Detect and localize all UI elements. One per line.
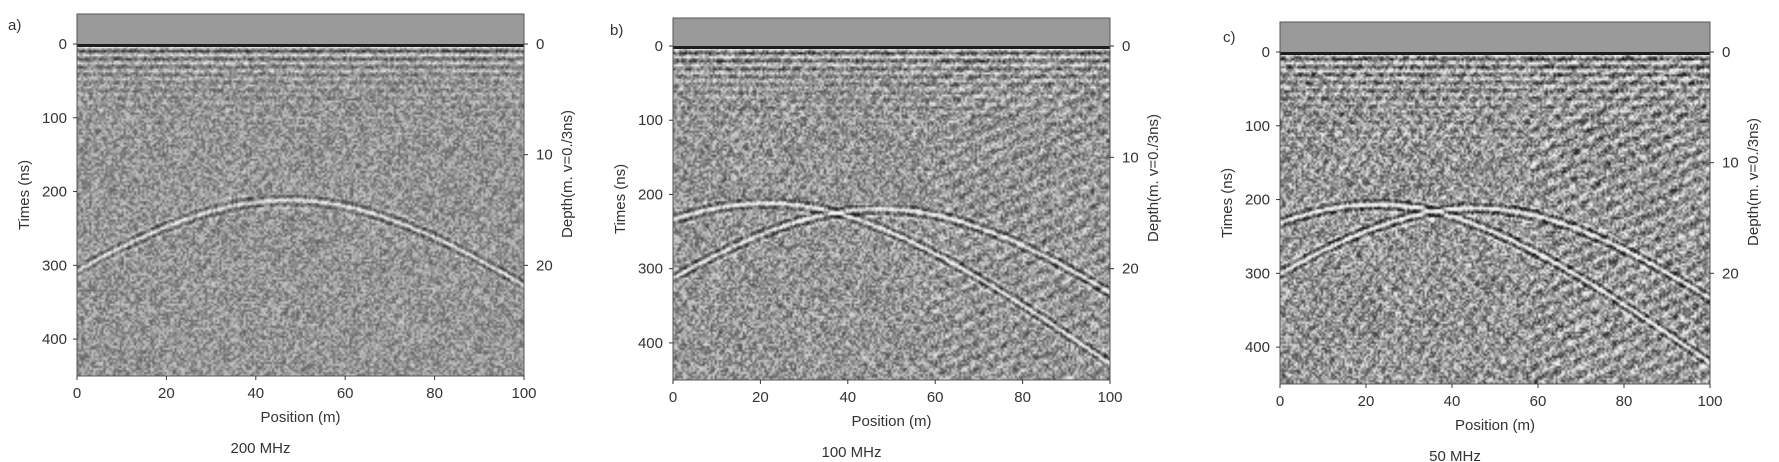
radargram-a-frame — [76, 13, 525, 377]
y2-axis-label: Depth(m. v=0./3ns) — [559, 110, 576, 238]
x-axis-label: Position (m) — [851, 413, 931, 430]
y2-tick-label: 20 — [1722, 265, 1739, 282]
y-tick-label: 100 — [1245, 118, 1270, 135]
y-tick-label: 300 — [638, 261, 663, 278]
x-tick-label: 20 — [158, 385, 175, 402]
y-axis-label: Times (ns) — [1219, 168, 1236, 238]
panel-label: c) — [1223, 29, 1236, 46]
panel-caption: 200 MHz — [230, 440, 290, 457]
y-tick-label: 400 — [638, 335, 663, 352]
x-axis-label: Position (m) — [260, 409, 340, 426]
radargram-a-image — [77, 14, 524, 376]
y-axis-label: Times (ns) — [612, 164, 629, 234]
x-tick-label: 20 — [752, 389, 769, 406]
y-tick-label: 0 — [655, 38, 663, 55]
x-tick-label: 20 — [1358, 393, 1375, 410]
radargram-c-top-bar — [1280, 22, 1710, 52]
radargram-panel-a: 0 20 40 60 80 100 0 100 200 300 400 0 10 20 Position (… — [0, 0, 585, 462]
radargram-b-svg: 0 20 40 60 80 100 0 100 200 300 400 0 10 20 Position (… — [610, 17, 1162, 461]
x-tick-label: 0 — [1276, 393, 1284, 410]
x-tick-label: 40 — [839, 389, 856, 406]
panel-caption: 50 MHz — [1429, 448, 1481, 462]
panel-label: b) — [610, 22, 623, 39]
y-axis-label: Times (ns) — [16, 160, 33, 230]
radargram-b-top-bar — [673, 18, 1110, 46]
x-tick-label: 80 — [426, 385, 443, 402]
y-tick-label: 400 — [42, 331, 67, 348]
y-tick-label: 200 — [42, 184, 67, 201]
y2-tick-label: 10 — [1122, 149, 1139, 166]
y2-tick-label: 0 — [536, 36, 544, 53]
x-tick-label: 60 — [337, 385, 354, 402]
radargram-a-svg: 0 20 40 60 80 100 0 100 200 300 400 0 10 20 Position (… — [8, 13, 576, 457]
y2-tick-label: 0 — [1122, 38, 1130, 55]
radargram-c-svg: 0 20 40 60 80 100 0 100 200 300 400 0 10 20 Position (… — [1219, 21, 1762, 462]
y-tick-label: 400 — [1245, 339, 1270, 356]
y-tick-label: 200 — [638, 186, 663, 203]
x-tick-label: 80 — [1014, 389, 1031, 406]
x-tick-label: 80 — [1616, 393, 1633, 410]
x-tick-label: 0 — [73, 385, 81, 402]
y2-tick-label: 10 — [536, 147, 553, 164]
radargram-b-frame — [672, 17, 1111, 381]
x-axis-label: Position (m) — [1455, 417, 1535, 434]
y2-tick-label: 0 — [1722, 44, 1730, 61]
y2-axis-label: Depth(m. v=0./3ns) — [1745, 118, 1762, 246]
x-tick-label: 40 — [247, 385, 264, 402]
y-tick-label: 100 — [42, 110, 67, 127]
x-tick-label: 0 — [669, 389, 677, 406]
x-tick-label: 100 — [1097, 389, 1122, 406]
y-tick-label: 0 — [59, 36, 67, 53]
y2-axis-label: Depth(m. v=0./3ns) — [1145, 114, 1162, 242]
radargram-a-surface-line — [77, 44, 524, 47]
x-tick-label: 60 — [927, 389, 944, 406]
y-tick-label: 0 — [1262, 44, 1270, 61]
radargram-a-top-bar — [77, 14, 524, 44]
radargram-b-surface-line — [673, 46, 1110, 49]
radargram-c-frame — [1279, 21, 1711, 385]
y2-tick-label: 20 — [536, 257, 553, 274]
x-tick-label: 40 — [1444, 393, 1461, 410]
x-tick-label: 100 — [511, 385, 536, 402]
y-tick-label: 300 — [1245, 265, 1270, 282]
y2-tick-label: 20 — [1122, 261, 1139, 278]
radargram-c-surface-line — [1280, 52, 1710, 55]
panel-label: a) — [8, 17, 21, 34]
y2-tick-label: 10 — [1722, 155, 1739, 172]
x-tick-label: 100 — [1697, 393, 1722, 410]
y-tick-label: 300 — [42, 257, 67, 274]
x-tick-label: 60 — [1530, 393, 1547, 410]
panel-caption: 100 MHz — [821, 444, 881, 461]
radargram-c-image — [1280, 22, 1710, 384]
radargram-b-image — [673, 18, 1110, 380]
y-tick-label: 100 — [638, 112, 663, 129]
radargram-panel-c: 0 20 40 60 80 100 0 100 200 300 400 0 10 20 Position (… — [1185, 0, 1779, 462]
radargram-panel-b: 0 20 40 60 80 100 0 100 200 300 400 0 10 20 Position (… — [585, 0, 1185, 462]
y-tick-label: 200 — [1245, 192, 1270, 209]
